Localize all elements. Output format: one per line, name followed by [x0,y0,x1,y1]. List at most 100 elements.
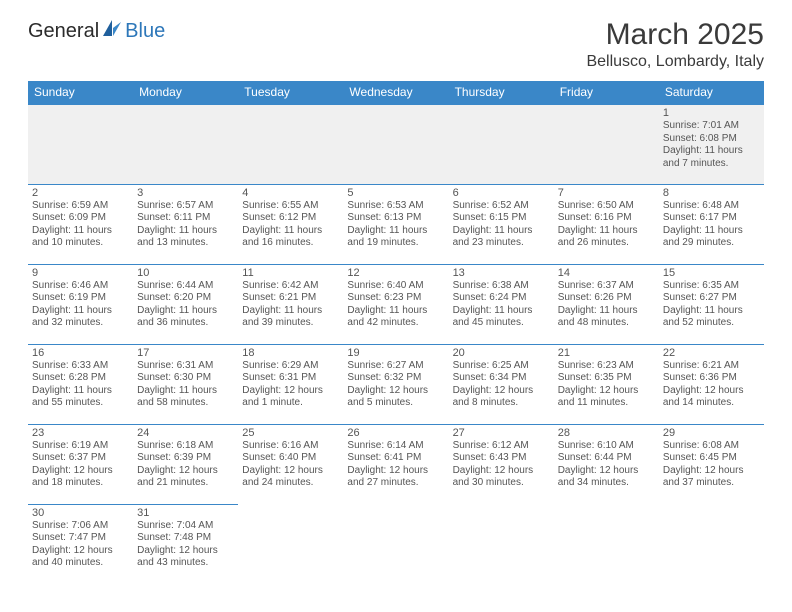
daylight-text: and 16 minutes. [242,237,339,250]
day-number: 10 [137,267,234,279]
sunrise-text: Sunrise: 6:46 AM [32,280,129,293]
daylight-text: and 8 minutes. [453,397,550,410]
calendar-cell: 1Sunrise: 7:01 AMSunset: 6:08 PMDaylight… [659,104,764,184]
header: General Blue March 2025 Bellusco, Lombar… [28,18,764,71]
sunset-text: Sunset: 6:32 PM [347,372,444,385]
daylight-text: Daylight: 12 hours [242,385,339,398]
sunset-text: Sunset: 6:09 PM [32,212,129,225]
sunset-text: Sunset: 6:28 PM [32,372,129,385]
day-number: 29 [663,427,760,439]
calendar-row: 16Sunrise: 6:33 AMSunset: 6:28 PMDayligh… [28,344,764,424]
daylight-text: Daylight: 11 hours [242,305,339,318]
calendar-cell: 18Sunrise: 6:29 AMSunset: 6:31 PMDayligh… [238,344,343,424]
daylight-text: and 29 minutes. [663,237,760,250]
daylight-text: Daylight: 12 hours [137,465,234,478]
calendar-cell: 5Sunrise: 6:53 AMSunset: 6:13 PMDaylight… [343,184,448,264]
sunset-text: Sunset: 6:27 PM [663,292,760,305]
daylight-text: Daylight: 12 hours [453,465,550,478]
daylight-text: Daylight: 11 hours [32,385,129,398]
daylight-text: Daylight: 11 hours [137,305,234,318]
calendar-cell [449,104,554,184]
daylight-text: Daylight: 11 hours [453,305,550,318]
sunrise-text: Sunrise: 6:35 AM [663,280,760,293]
sunset-text: Sunset: 6:21 PM [242,292,339,305]
sunset-text: Sunset: 6:39 PM [137,452,234,465]
daylight-text: Daylight: 11 hours [32,305,129,318]
day-number: 31 [137,507,234,519]
sunrise-text: Sunrise: 6:40 AM [347,280,444,293]
daylight-text: Daylight: 11 hours [663,225,760,238]
daylight-text: Daylight: 11 hours [347,225,444,238]
sunset-text: Sunset: 6:30 PM [137,372,234,385]
sunset-text: Sunset: 6:37 PM [32,452,129,465]
sunrise-text: Sunrise: 6:33 AM [32,360,129,373]
sunrise-text: Sunrise: 6:29 AM [242,360,339,373]
calendar-cell: 15Sunrise: 6:35 AMSunset: 6:27 PMDayligh… [659,264,764,344]
sunrise-text: Sunrise: 6:59 AM [32,200,129,213]
sunrise-text: Sunrise: 7:04 AM [137,520,234,533]
calendar-cell: 8Sunrise: 6:48 AMSunset: 6:17 PMDaylight… [659,184,764,264]
sunrise-text: Sunrise: 7:06 AM [32,520,129,533]
daylight-text: and 24 minutes. [242,477,339,490]
sunrise-text: Sunrise: 6:23 AM [558,360,655,373]
day-number: 17 [137,347,234,359]
calendar-cell: 30Sunrise: 7:06 AMSunset: 7:47 PMDayligh… [28,504,133,584]
daylight-text: Daylight: 11 hours [558,225,655,238]
calendar-cell: 16Sunrise: 6:33 AMSunset: 6:28 PMDayligh… [28,344,133,424]
daylight-text: and 43 minutes. [137,557,234,570]
daylight-text: and 36 minutes. [137,317,234,330]
daylight-text: Daylight: 12 hours [663,385,760,398]
daylight-text: and 37 minutes. [663,477,760,490]
day-number: 16 [32,347,129,359]
sunset-text: Sunset: 7:48 PM [137,532,234,545]
calendar-cell: 19Sunrise: 6:27 AMSunset: 6:32 PMDayligh… [343,344,448,424]
calendar-cell [238,104,343,184]
sunrise-text: Sunrise: 6:37 AM [558,280,655,293]
sunrise-text: Sunrise: 6:31 AM [137,360,234,373]
daylight-text: Daylight: 11 hours [453,225,550,238]
daylight-text: and 21 minutes. [137,477,234,490]
sunset-text: Sunset: 6:40 PM [242,452,339,465]
calendar-table: Sunday Monday Tuesday Wednesday Thursday… [28,81,764,584]
calendar-cell: 2Sunrise: 6:59 AMSunset: 6:09 PMDaylight… [28,184,133,264]
title-block: March 2025 Bellusco, Lombardy, Italy [586,18,764,71]
sunrise-text: Sunrise: 6:10 AM [558,440,655,453]
day-number: 30 [32,507,129,519]
day-number: 6 [453,187,550,199]
calendar-row: 2Sunrise: 6:59 AMSunset: 6:09 PMDaylight… [28,184,764,264]
calendar-cell: 14Sunrise: 6:37 AMSunset: 6:26 PMDayligh… [554,264,659,344]
day-number: 1 [663,107,760,119]
daylight-text: and 23 minutes. [453,237,550,250]
calendar-cell: 31Sunrise: 7:04 AMSunset: 7:48 PMDayligh… [133,504,238,584]
daylight-text: and 27 minutes. [347,477,444,490]
sunset-text: Sunset: 6:23 PM [347,292,444,305]
daylight-text: Daylight: 12 hours [558,465,655,478]
day-number: 13 [453,267,550,279]
col-sunday: Sunday [28,81,133,104]
daylight-text: and 55 minutes. [32,397,129,410]
calendar-cell [343,504,448,584]
sunset-text: Sunset: 6:34 PM [453,372,550,385]
calendar-cell: 13Sunrise: 6:38 AMSunset: 6:24 PMDayligh… [449,264,554,344]
daylight-text: Daylight: 12 hours [663,465,760,478]
daylight-text: and 18 minutes. [32,477,129,490]
calendar-cell: 11Sunrise: 6:42 AMSunset: 6:21 PMDayligh… [238,264,343,344]
daylight-text: Daylight: 11 hours [137,225,234,238]
daylight-text: Daylight: 12 hours [32,465,129,478]
calendar-cell: 17Sunrise: 6:31 AMSunset: 6:30 PMDayligh… [133,344,238,424]
daylight-text: Daylight: 12 hours [137,545,234,558]
daylight-text: Daylight: 11 hours [242,225,339,238]
sunrise-text: Sunrise: 7:01 AM [663,120,760,133]
daylight-text: Daylight: 11 hours [137,385,234,398]
calendar-cell: 21Sunrise: 6:23 AMSunset: 6:35 PMDayligh… [554,344,659,424]
calendar-cell: 23Sunrise: 6:19 AMSunset: 6:37 PMDayligh… [28,424,133,504]
sunrise-text: Sunrise: 6:38 AM [453,280,550,293]
sunrise-text: Sunrise: 6:16 AM [242,440,339,453]
calendar-cell: 28Sunrise: 6:10 AMSunset: 6:44 PMDayligh… [554,424,659,504]
day-number: 25 [242,427,339,439]
sunrise-text: Sunrise: 6:44 AM [137,280,234,293]
day-number: 8 [663,187,760,199]
col-saturday: Saturday [659,81,764,104]
sunrise-text: Sunrise: 6:14 AM [347,440,444,453]
sunrise-text: Sunrise: 6:48 AM [663,200,760,213]
